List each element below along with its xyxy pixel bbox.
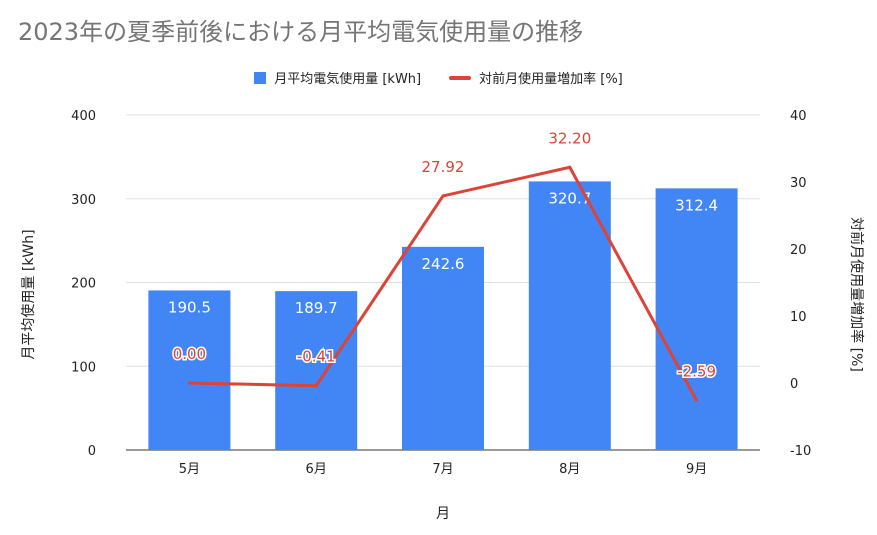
y-left-tick-label: 200 [71,277,96,292]
y-right-tick-label: 30 [790,176,807,191]
bar-value-label: 190.5 [168,298,211,316]
growth-value-label: -0.41 [297,348,336,366]
legend: 月平均電気使用量 [kWh] 対前月使用量増加率 [%] [0,68,877,87]
chart-title: 2023年の夏季前後における月平均電気使用量の推移 [18,18,584,46]
growth-point [695,398,699,402]
bar-value-label: 189.7 [295,299,338,317]
y-right-tick-label: 20 [790,243,807,258]
y-right-tick-label: -10 [790,444,811,459]
growth-value-label: -2.59 [677,362,716,380]
bar [275,291,358,450]
y-left-tick-label: 0 [88,444,96,459]
bar-value-label: 320.7 [548,189,591,207]
legend-label-growth: 対前月使用量増加率 [%] [479,72,623,87]
legend-item-growth[interactable]: 対前月使用量増加率 [%] [449,68,623,87]
bar [655,188,738,451]
legend-swatch-line [449,75,472,80]
legend-swatch-bar [254,71,267,84]
growth-value-label: 0.00 [173,345,206,363]
y-left-axis-title: 月平均使用量 [kWh] [20,229,37,359]
y-left-tick-label: 300 [71,193,96,208]
growth-point [441,194,445,198]
legend-label-usage: 月平均電気使用量 [kWh] [274,72,422,87]
growth-value-label: 32.20 [548,129,591,147]
y-right-tick-label: 10 [790,310,807,325]
bar [148,290,231,450]
legend-item-usage[interactable]: 月平均電気使用量 [kWh] [254,68,421,87]
x-axis-title: 月 [436,506,450,522]
bar-value-label: 242.6 [422,255,465,273]
bar-value-label: 312.4 [675,196,718,214]
bar [402,246,484,450]
x-tick-label: 5月 [179,462,200,477]
x-tick-label: 8月 [559,462,580,477]
y-right-tick-label: 40 [790,109,807,124]
y-left-tick-label: 100 [71,360,96,375]
x-tick-label: 6月 [306,462,327,477]
y-right-axis-title: 対前月使用量増加率 [%] [848,217,865,372]
growth-point [314,384,318,388]
growth-value-label: 27.92 [422,158,465,176]
y-left-tick-label: 400 [71,109,96,124]
x-tick-label: 9月 [686,462,707,477]
growth-point [568,165,572,169]
x-tick-label: 7月 [432,462,453,477]
bar [528,181,611,450]
growth-point [187,381,191,385]
y-right-tick-label: 0 [790,377,798,392]
